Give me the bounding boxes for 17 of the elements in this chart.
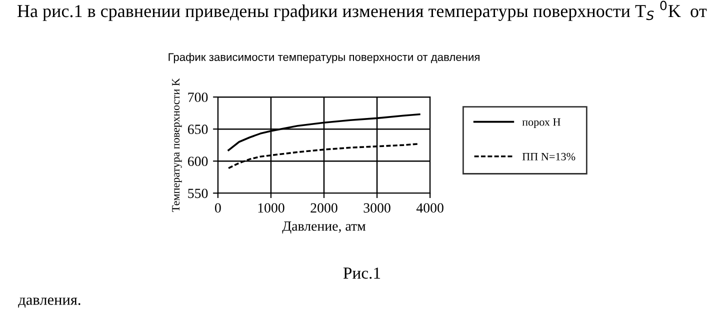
legend-label: ПП N=13% xyxy=(522,152,576,160)
x-tick-label: 3000 xyxy=(364,203,390,213)
x-tick-label: 1000 xyxy=(258,203,284,213)
text: давления. xyxy=(18,298,80,308)
text: Рис.1 xyxy=(343,268,380,279)
x-axis-title: Давление, атм xyxy=(282,222,366,234)
x-tick-label: 2000 xyxy=(310,203,338,213)
y-tick-label: 600 xyxy=(188,156,208,166)
legend-label: порох Н xyxy=(522,118,560,128)
x-tick-label: 4000 xyxy=(416,203,444,213)
text: На рис.1 в сравнении приведены графики изменения температуры поверхности T$_{S}$ $^{0}$K от xyxy=(17,0,707,21)
chart-title: График зависимости температуры поверхности от давления xyxy=(168,52,480,64)
y-tick-label: 700 xyxy=(188,92,208,102)
y-tick-label: 550 xyxy=(188,188,208,198)
y-axis-title: Температура поверхности K xyxy=(172,78,182,212)
x-tick-label: 0 xyxy=(214,203,221,213)
y-tick-label: 650 xyxy=(188,124,208,134)
